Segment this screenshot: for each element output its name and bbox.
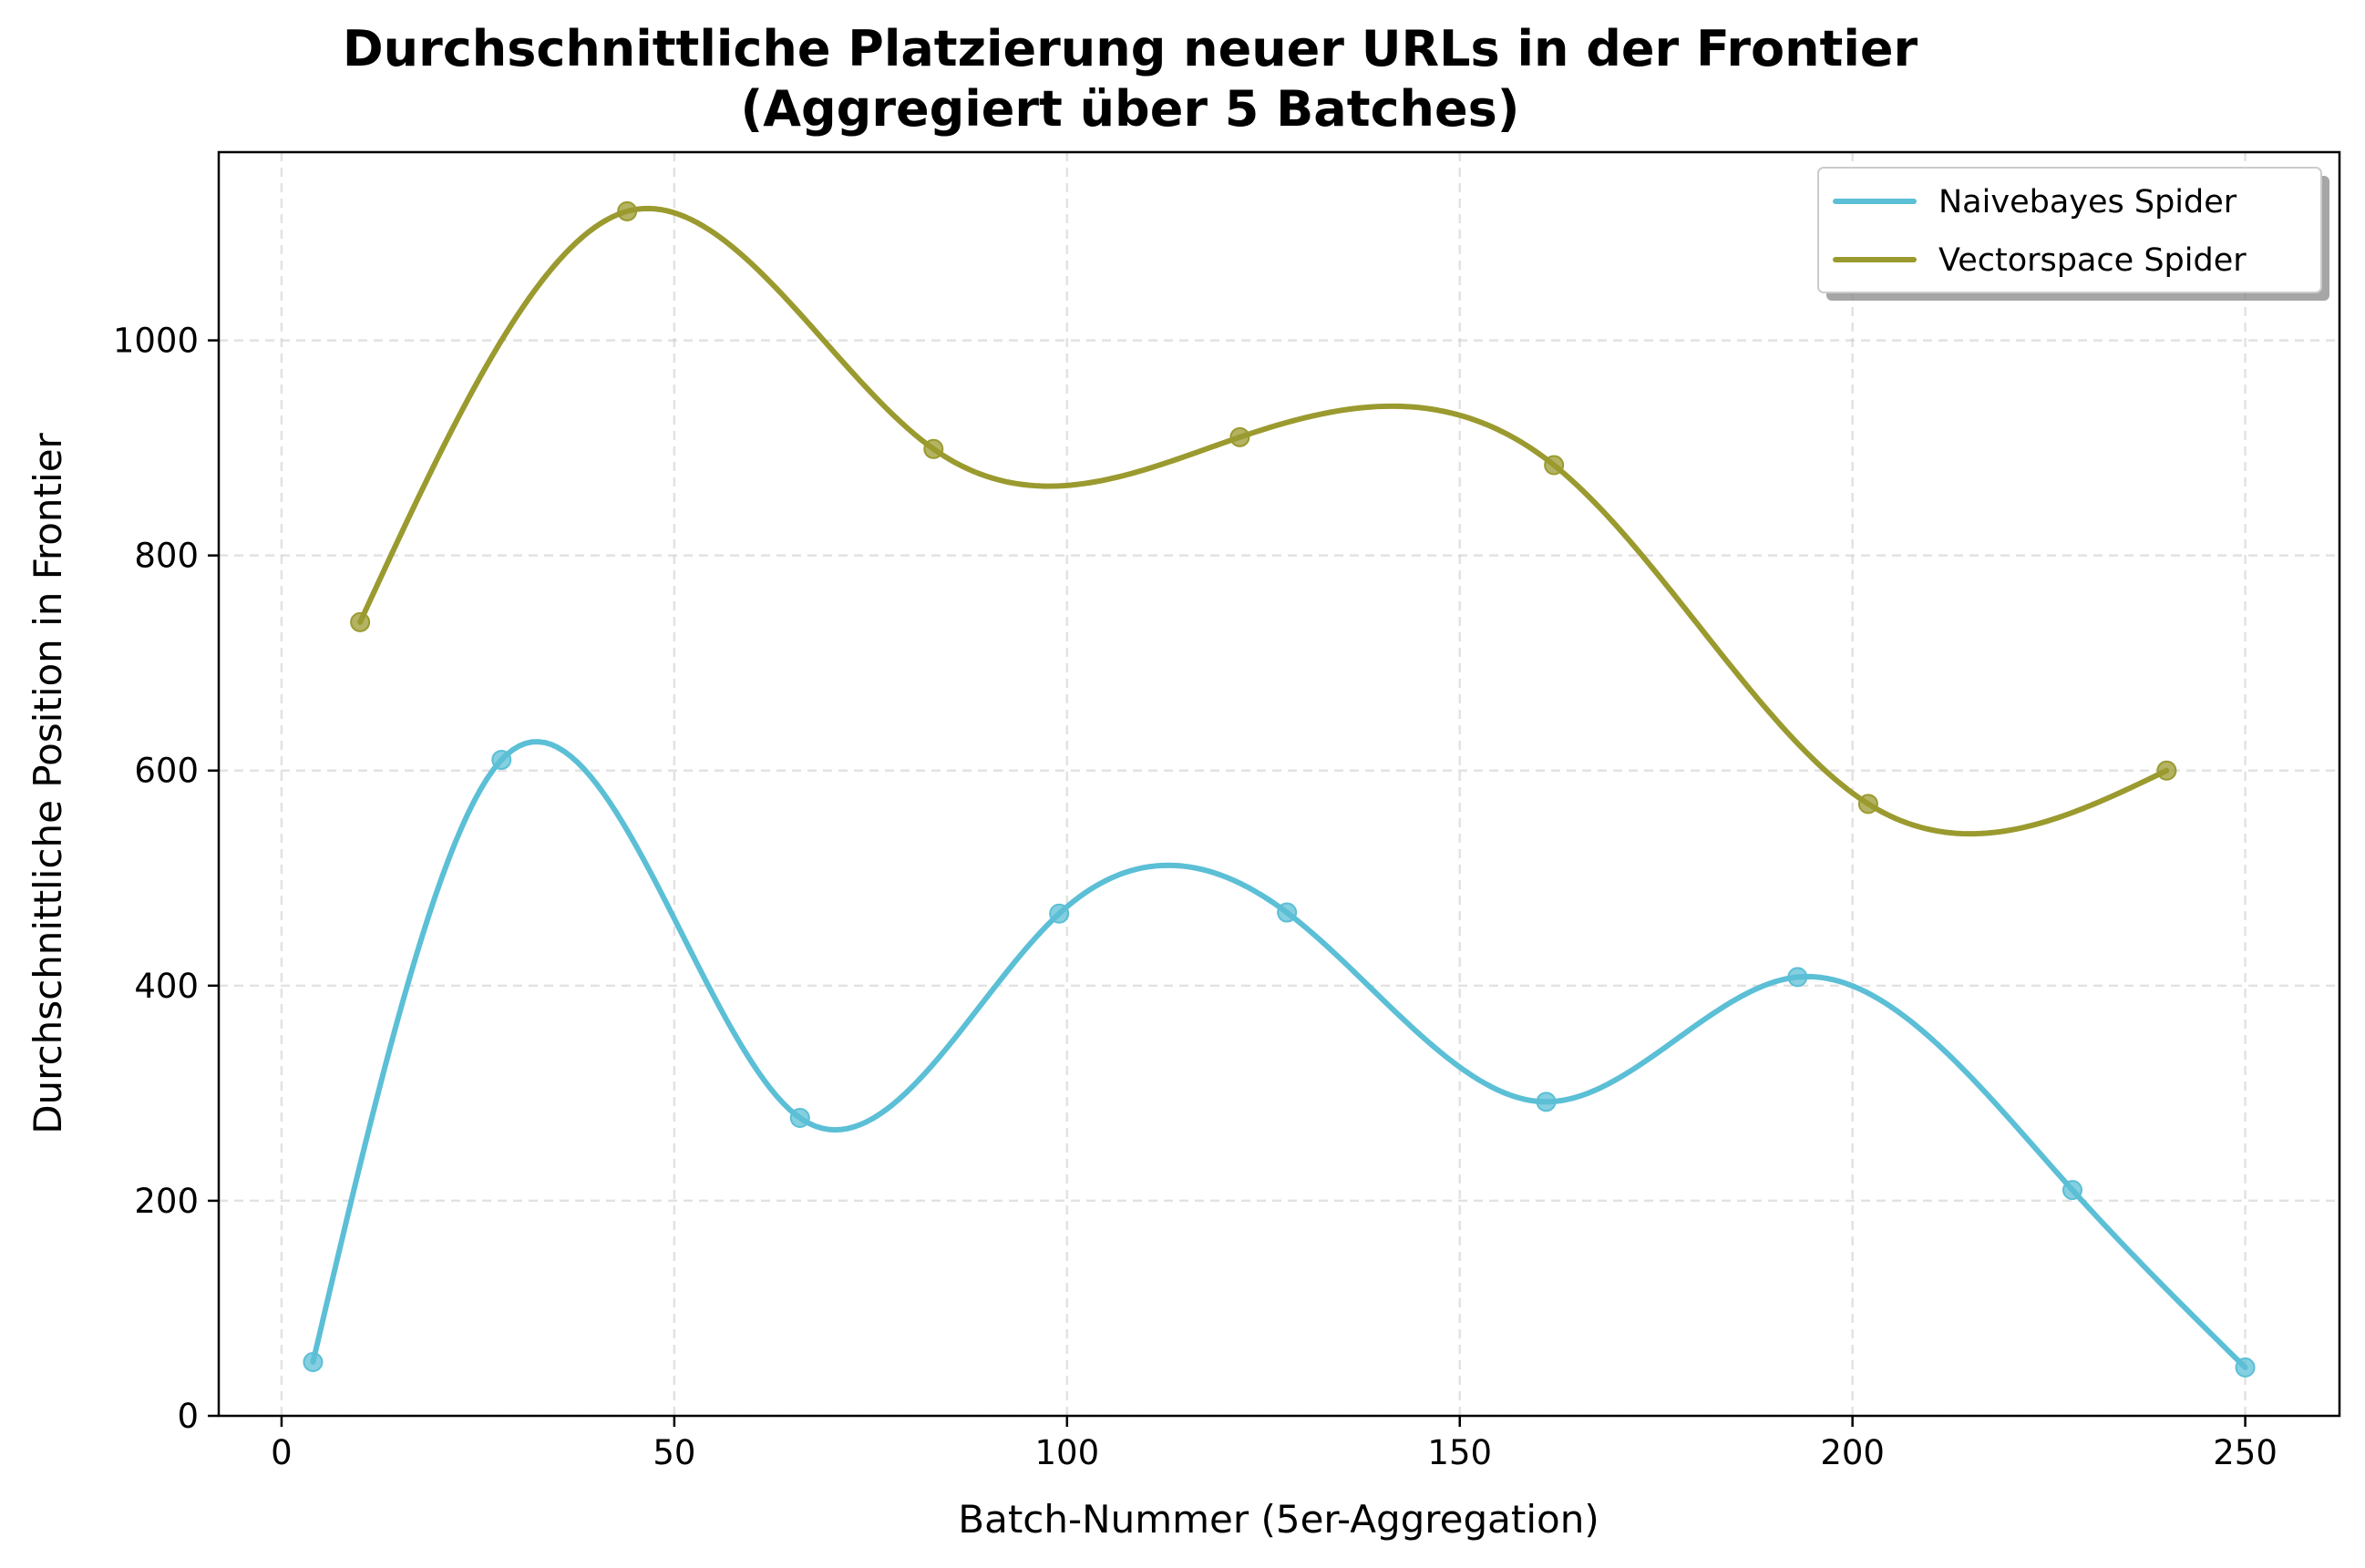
data-point — [1787, 967, 1808, 988]
y-tick-label: 0 — [177, 1397, 199, 1436]
x-tick-label: 250 — [2213, 1433, 2278, 1472]
series-vectorspace — [350, 200, 2177, 837]
y-tick-label: 200 — [134, 1182, 199, 1221]
legend-label-naivebayes: Naivebayes Spider — [1938, 184, 2237, 220]
plot-area-frame — [217, 150, 2341, 1418]
data-point — [2235, 1357, 2256, 1378]
data-point — [1229, 426, 1250, 447]
x-tick-label: 50 — [653, 1433, 695, 1472]
x-tick-label: 0 — [271, 1433, 293, 1472]
data-point — [303, 1351, 324, 1372]
data-point — [1536, 1091, 1557, 1112]
data-point — [617, 200, 638, 221]
series-naivebayes — [303, 739, 2256, 1378]
series-group — [303, 200, 2256, 1378]
x-tick-label: 150 — [1427, 1433, 1492, 1472]
x-tick-label: 100 — [1034, 1433, 1099, 1472]
data-point — [1857, 794, 1878, 815]
data-point — [923, 438, 944, 459]
y-axis-label: Durchschnittliche Position in Frontier — [26, 432, 70, 1133]
axis-ticks: 0 50 100 150 200 250 0 200 400 600 800 1000 — [113, 322, 2278, 1472]
y-tick-label: 600 — [134, 752, 199, 791]
chart-title-line-1: Durchschnittliche Platzierung neuer URLs… — [343, 20, 1918, 77]
legend: Naivebayes Spider Vectorspace Spider — [1817, 167, 2329, 301]
x-tick-label: 200 — [1820, 1433, 1885, 1472]
legend-label-vectorspace: Vectorspace Spider — [1938, 242, 2247, 279]
data-point — [789, 1108, 810, 1129]
y-tick-label: 1000 — [113, 322, 199, 361]
data-point — [350, 611, 371, 632]
data-point — [1277, 902, 1298, 923]
legend-box — [1817, 167, 2322, 293]
y-tick-label: 400 — [134, 967, 199, 1006]
data-point — [1544, 455, 1565, 476]
chart-title-line-2: (Aggregiert über 5 Batches) — [741, 80, 1520, 138]
y-tick-label: 800 — [134, 537, 199, 576]
data-point — [491, 749, 512, 770]
data-point — [1049, 903, 1070, 924]
x-axis-label: Batch-Nummer (5er-Aggregation) — [958, 1497, 1599, 1542]
data-point — [2062, 1180, 2082, 1201]
data-point — [2156, 760, 2177, 781]
